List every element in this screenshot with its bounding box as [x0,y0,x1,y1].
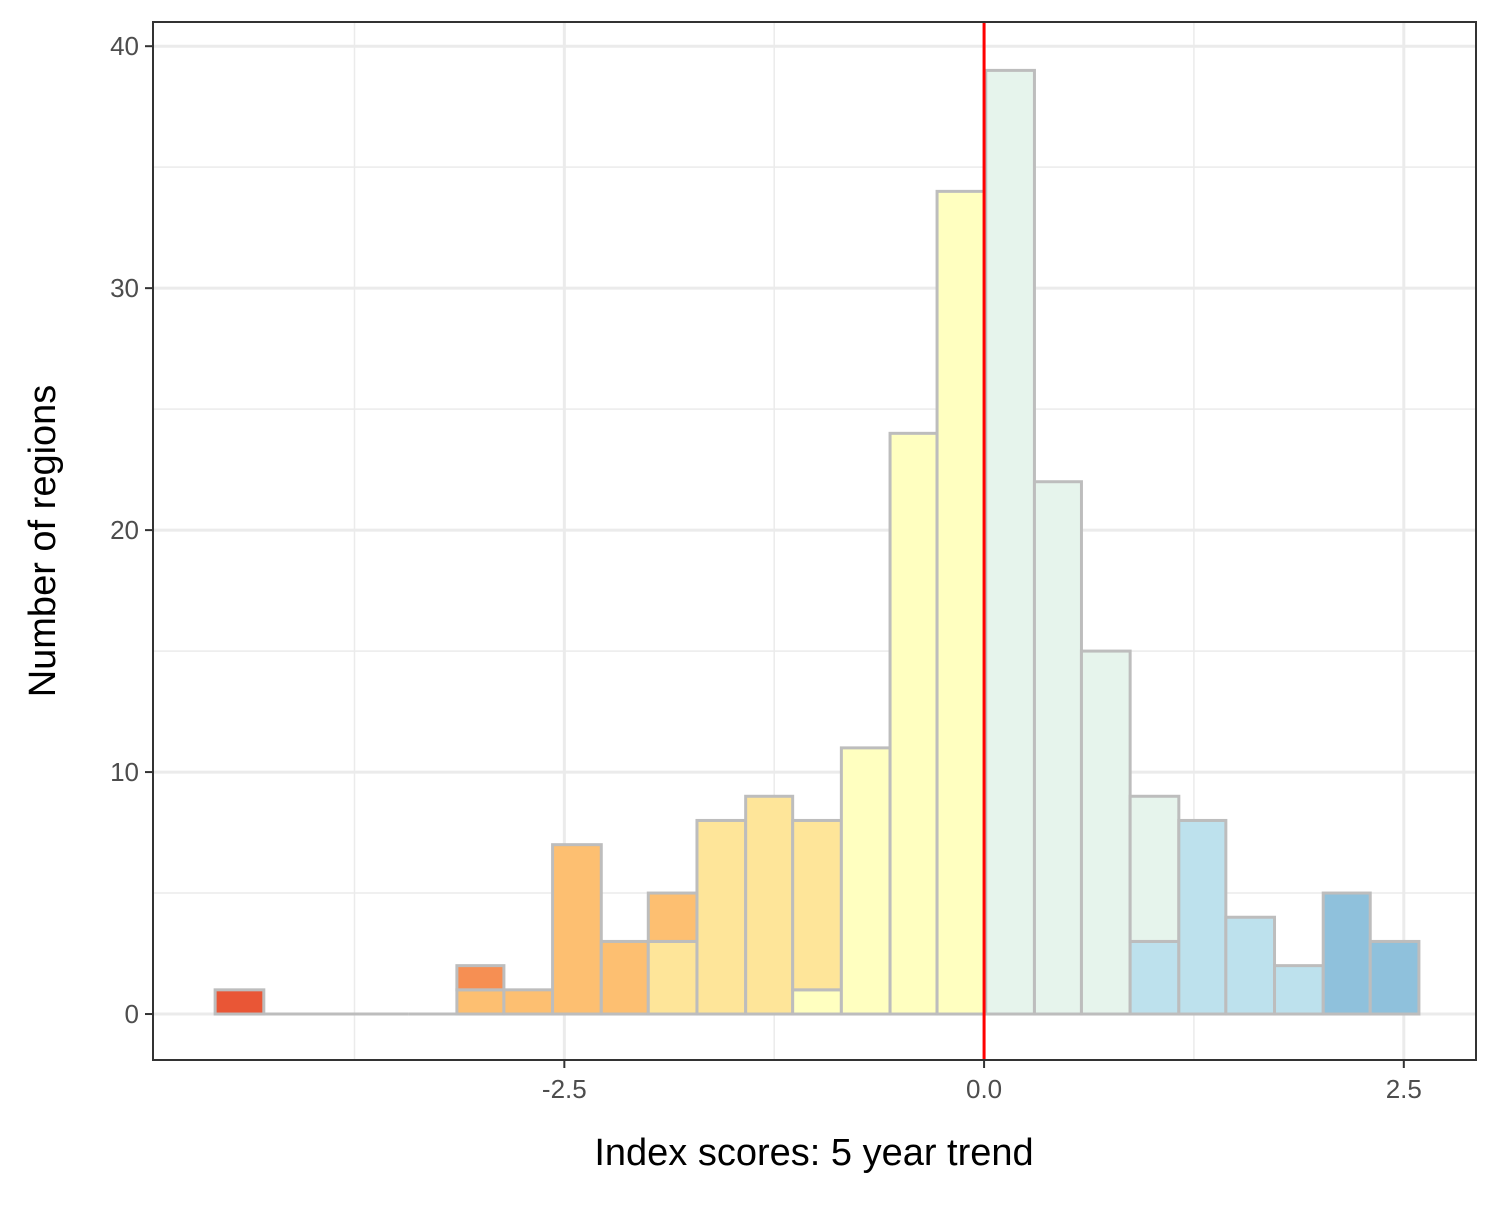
histogram-bar-segment [839,746,892,1016]
histogram-bar-segment [1079,649,1132,1016]
histogram-bar-segment [888,431,939,1016]
histogram-bar-segment [1128,794,1181,943]
histogram-bar-segment [455,964,506,992]
histogram-bar-segment [1321,891,1372,1016]
histogram-bar-segment [502,988,555,1016]
histogram-bars [213,68,1421,1016]
y-tick-label: 20 [110,515,139,545]
panel-border [152,21,1477,1061]
x-axis-title: Index scores: 5 year trend [594,1132,1033,1174]
histogram-bar-segment [1128,939,1181,1016]
y-axis: 0 10 20 30 40 [110,31,153,1029]
histogram-bar-segment [213,988,266,1016]
y-tick-label: 10 [110,757,139,787]
x-tick-label: 0.0 [966,1074,1002,1104]
histogram-bar-segment [1032,480,1083,1016]
histogram-bar-segment [599,939,650,1016]
histogram-bar-segment [791,988,843,1016]
histogram-bar-segment [455,988,506,1016]
y-tick-label: 40 [110,31,139,61]
histogram-bar-segment [744,794,795,1016]
histogram-bar-segment [935,189,988,1016]
y-tick-label: 30 [110,273,139,303]
y-axis-title: Number of regions [22,385,64,698]
x-tick-label: 2.5 [1386,1074,1422,1104]
histogram-bar-segment [1224,915,1277,1016]
histogram-bar-segment [646,891,699,943]
histogram-bar-segment [695,818,748,1016]
histogram-bar-segment [1273,964,1325,1016]
histogram-bar-segment [1368,939,1421,1016]
x-tick-label: -2.5 [542,1074,587,1104]
histogram-bar-segment [551,843,603,1016]
x-axis: -2.5 0.0 2.5 [542,1060,1422,1104]
histogram-bar-segment [791,818,843,992]
y-tick-label: 0 [125,999,139,1029]
histogram-bar-segment [646,939,699,1016]
histogram-bar-segment [984,68,1036,1016]
histogram-bar-segment [1177,818,1228,1016]
